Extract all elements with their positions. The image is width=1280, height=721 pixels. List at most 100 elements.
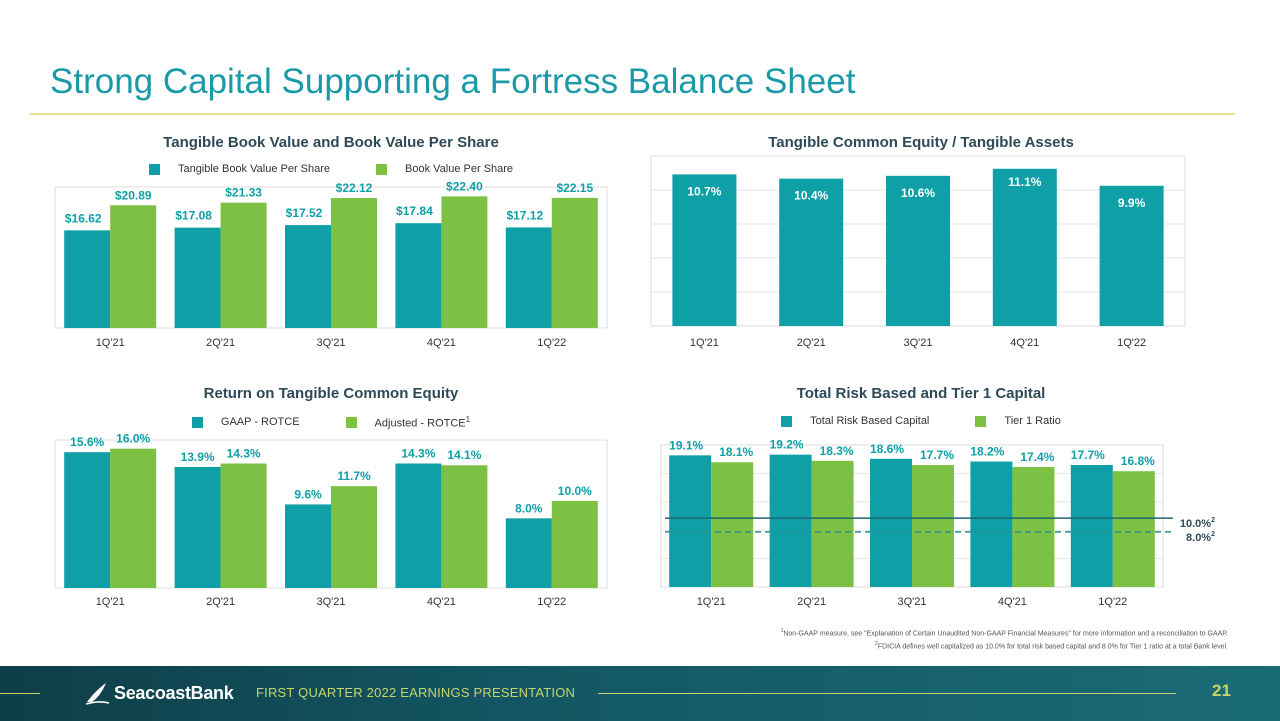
category-label: 4Q'21: [1010, 337, 1039, 349]
logo-text: SeacoastBank: [114, 682, 234, 703]
data-label: $17.84: [396, 204, 433, 218]
data-label: 18.6%: [870, 442, 904, 456]
bar: [1099, 185, 1164, 326]
bar: [870, 458, 912, 587]
data-label: 10.0%: [558, 484, 592, 498]
chart-risk-capital: Total Risk Based and Tier 1 Capital Tota…: [651, 378, 1241, 618]
bar: [331, 198, 377, 328]
footer-rule-left: [0, 693, 40, 694]
bar: [1012, 467, 1055, 587]
chart-tce-ratio: Tangible Common Equity / Tangible Assets…: [650, 128, 1191, 358]
data-label: 18.3%: [820, 444, 854, 458]
bar: [811, 460, 854, 587]
chart-rotce: Return on Tangible Common Equity GAAP - …: [54, 378, 608, 618]
bar: [174, 466, 221, 588]
category-label: 1Q'21: [697, 596, 726, 608]
legend-item-book: Book Value Per Share: [376, 163, 513, 175]
data-label: 14.3%: [401, 447, 435, 461]
data-label: 17.4%: [1020, 450, 1054, 464]
legend-label-text: Adjusted - ROTCE: [374, 417, 466, 430]
data-label: 14.3%: [227, 447, 261, 461]
legend-swatch-green: [376, 163, 388, 175]
legend-swatch-green: [345, 416, 357, 428]
chart-legend: Total Risk Based Capital Tier 1 Ratio: [651, 415, 1191, 427]
bar: [174, 227, 221, 328]
reference-label: 10.0%2: [1180, 517, 1215, 530]
data-label: 19.2%: [770, 438, 804, 452]
legend-item-tangible-book: Tangible Book Value Per Share: [148, 163, 331, 175]
data-label: $17.12: [506, 208, 543, 222]
data-label: $22.40: [446, 179, 483, 193]
data-label: 11.7%: [337, 469, 371, 483]
data-label: 16.0%: [116, 432, 150, 446]
chart-plot: 19.1% 18.1% 1Q'21 19.2% 18.3% 2Q'21 18.6% 17.7%…: [660, 438, 1215, 608]
legend-label: Total Risk Based Capital: [810, 415, 930, 427]
chart-title: Total Risk Based and Tier 1 Capital: [796, 385, 1046, 402]
data-label: 9.6%: [294, 487, 322, 501]
bar: [769, 454, 812, 587]
legend-item-gaap-rotce: GAAP - ROTCE: [191, 415, 300, 430]
data-label: $21.33: [225, 186, 262, 200]
data-label: 16.8%: [1121, 454, 1155, 468]
category-label: 3Q'21: [316, 337, 345, 349]
category-label: 2Q'21: [797, 337, 826, 349]
chart-plot: 10.7% 1Q'21 10.4% 2Q'21 10.6% 3Q'21 11.1% 4Q'21…: [650, 155, 1186, 349]
footnote-mark: 1: [465, 415, 471, 424]
data-label: 10.7%: [687, 184, 721, 198]
bar: [672, 174, 737, 326]
category-label: 3Q'21: [316, 596, 345, 608]
footnote-mark: 2: [875, 641, 878, 648]
legend-label: Book Value Per Share: [405, 163, 514, 175]
data-label: 15.6%: [70, 435, 104, 449]
category-label: 1Q'22: [537, 596, 566, 608]
data-label: 17.7%: [1071, 448, 1105, 462]
bar: [669, 455, 712, 587]
legend-swatch-teal: [148, 163, 160, 175]
data-label: $17.52: [286, 206, 323, 220]
category-label: 3Q'21: [897, 596, 926, 608]
legend-item-adjusted-rotce: Adjusted - ROTCE1: [345, 415, 471, 430]
bar: [1070, 464, 1113, 587]
bar: [551, 197, 598, 328]
bar: [64, 230, 111, 328]
bar: [711, 462, 754, 587]
data-label: $22.12: [336, 181, 373, 195]
category-label: 2Q'21: [206, 337, 235, 349]
legend-item-tier1: Tier 1 Ratio: [975, 415, 1061, 427]
data-label: 18.2%: [970, 445, 1004, 459]
page-title: Strong Capital Supporting a Fortress Bal…: [50, 62, 856, 101]
data-label: $22.15: [556, 181, 593, 195]
bar: [285, 225, 331, 328]
category-label: 4Q'21: [427, 337, 456, 349]
bar: [1112, 471, 1155, 587]
bar: [110, 205, 157, 328]
data-label: 17.7%: [920, 448, 954, 462]
footnote-text: Non-GAAP measure, see "Explanation of Ce…: [783, 630, 1228, 638]
bar: [395, 463, 442, 588]
data-label: 19.1%: [669, 438, 703, 452]
category-label: 4Q'21: [998, 596, 1027, 608]
category-label: 2Q'21: [206, 596, 235, 608]
category-label: 1Q'21: [96, 596, 125, 608]
bar: [441, 465, 488, 588]
chart-title: Tangible Common Equity / Tangible Assets: [768, 134, 1074, 151]
category-label: 1Q'22: [1117, 337, 1146, 349]
data-label: 8.0%: [515, 501, 543, 515]
company-logo[interactable]: SeacoastBank: [84, 678, 254, 708]
data-label: 18.1%: [719, 445, 753, 459]
category-label: 1Q'21: [96, 337, 125, 349]
bar: [395, 223, 442, 328]
legend-label: Tangible Book Value Per Share: [177, 163, 331, 175]
footer-rule-right: [598, 693, 1176, 694]
footnotes: 1Non-GAAP measure, see "Explanation of C…: [781, 626, 1228, 653]
footnote-text: FDICIA defines well capitalized as 10.0%…: [877, 643, 1228, 651]
bar: [551, 500, 598, 588]
bar: [886, 175, 950, 326]
data-label: 14.1%: [447, 448, 481, 462]
data-label: 11.1%: [1008, 175, 1042, 189]
data-label: 9.9%: [1118, 196, 1146, 210]
bar: [505, 518, 552, 588]
chart-title: Tangible Book Value and Book Value Per S…: [163, 134, 499, 151]
legend-label: GAAP - ROTCE: [220, 416, 300, 429]
legend-swatch-teal: [191, 416, 203, 428]
